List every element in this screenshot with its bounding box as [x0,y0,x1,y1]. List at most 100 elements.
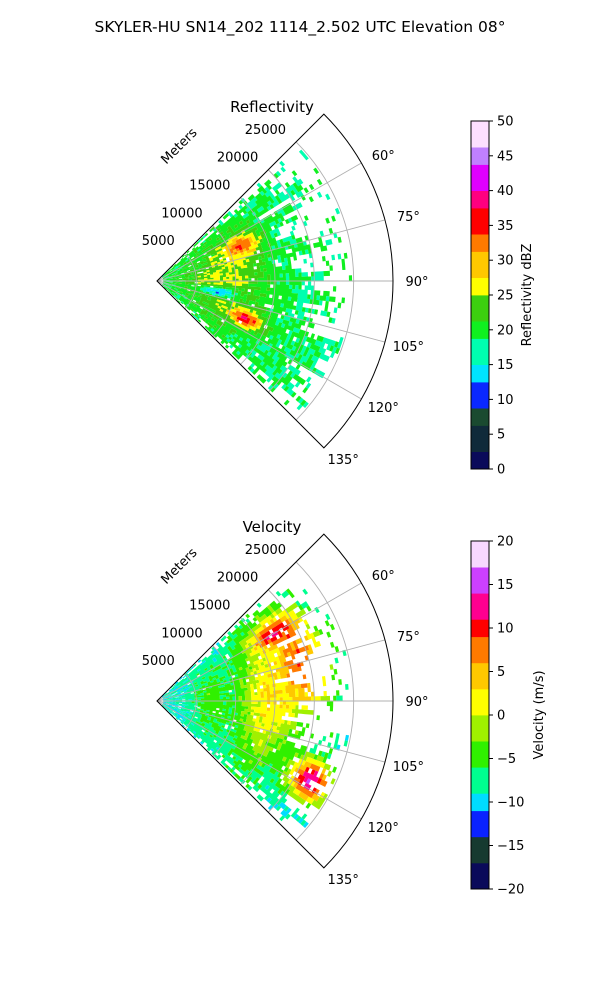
angle-tick-label: 60° [372,149,395,164]
angle-tick-label: 120° [368,401,399,416]
colorbar-step [471,216,489,226]
angle-gridline-4 [156,700,362,820]
reflectivity-title: Reflectivity [230,98,314,116]
angle-gridline-0 [156,582,362,702]
colorbar-step [471,810,489,820]
angle-tick-label: 105° [393,760,424,775]
colorbar-step [471,871,489,881]
colorbar-tick-label: 0 [497,463,505,478]
radial-tick-label: 10000 [161,626,202,641]
colorbar-step [471,584,489,594]
colorbar-step [471,121,489,131]
field-cells-4 [206,288,232,297]
colorbar-step [471,601,489,611]
colorbar-step [471,260,489,270]
colorbar-step [471,147,489,157]
colorbar-step [471,541,489,551]
colorbar-step [471,303,489,313]
colorbar-tick-label: −10 [497,796,524,811]
colorbar-tick-label: 15 [497,358,514,373]
reflectivity-field [161,149,353,411]
colorbar-step [471,610,489,620]
colorbar-step [471,645,489,655]
radial-tick-label: 5000 [142,234,175,249]
colorbar-step [471,173,489,183]
colorbar-step [471,434,489,444]
colorbar-step [471,628,489,638]
colorbar-step [471,819,489,829]
angle-gridline-4 [156,280,362,400]
field-cells-6 [254,618,328,799]
radial-tick-label: 15000 [189,599,230,614]
radial-tick-label: 10000 [161,206,202,221]
angle-tick-label: 75° [397,630,420,645]
field-cells-9 [240,315,248,321]
field-cells-4 [244,609,327,805]
colorbar-tick-label: 20 [497,323,514,338]
colorbar-step [471,138,489,148]
colorbar-step [471,854,489,864]
colorbar-step [471,347,489,357]
colorbar-step [471,593,489,603]
velocity-panel: Velocity 5000 10000 15000 20000 25000 60° 75° 9… [142,518,547,898]
colorbar-step [471,784,489,794]
sector-outline [156,113,394,449]
colorbar-step [471,706,489,716]
velocity-grid [156,533,394,869]
colorbar-tick-label: 10 [497,622,514,637]
colorbar-step [471,355,489,365]
colorbar-step [471,277,489,287]
angle-gridline-3 [156,700,386,763]
field-cells-2 [191,588,342,809]
colorbar-tick-label: −20 [497,883,524,898]
angle-tick-label: 75° [397,210,420,225]
colorbar-step [471,312,489,322]
colorbar-step [471,425,489,435]
angle-gridline-0 [156,162,362,282]
colorbar-step [471,199,489,209]
angle-tick-label: 135° [328,453,359,468]
field-cells-2 [169,219,277,339]
colorbar-step [471,295,489,305]
colorbar-step [471,723,489,733]
colorbar-step [471,793,489,803]
angle-gridline-3 [156,280,386,343]
colorbar-step [471,828,489,838]
field-cells-5 [215,291,219,294]
colorbar-tick-label: 30 [497,254,514,269]
velocity-radial-label: Meters [159,545,201,587]
colorbar-step [471,671,489,681]
colorbar-tick-label: 25 [497,289,514,304]
colorbar-tick-label: 0 [497,709,505,724]
reflectivity-axis-labels: 5000 10000 15000 20000 25000 60° 75° 90° 105° 120… [142,123,429,468]
colorbar-step [471,164,489,174]
velocity-axis-labels: 5000 10000 15000 20000 25000 60° 75° 90° 105° 120… [142,543,429,888]
colorbar-step [471,662,489,672]
colorbar-tick-label: 10 [497,393,514,408]
colorbar-step [471,749,489,759]
reflectivity-radial-label: Meters [159,125,201,167]
colorbar-step [471,741,489,751]
angle-tick-label: 90° [405,275,428,290]
field-cells-0 [161,641,350,829]
colorbar-step [471,321,489,331]
colorbar-step [471,416,489,426]
angle-tick-label: 120° [368,821,399,836]
colorbar-step [471,802,489,812]
radial-tick-label: 5000 [142,654,175,669]
colorbar-step [471,558,489,568]
colorbar-step [471,268,489,278]
colorbar-step [471,364,489,374]
colorbar-step [471,225,489,235]
radial-tick-label: 25000 [245,123,286,138]
colorbar-step [471,697,489,707]
colorbar-step [471,575,489,585]
colorbar-step [471,373,489,383]
colorbar-step [471,862,489,872]
colorbar-step [471,408,489,418]
colorbar-tick-label: 15 [497,578,514,593]
colorbar-tick-label: 45 [497,149,514,164]
colorbar-step [471,715,489,725]
colorbar-tick-label: 50 [497,115,514,130]
